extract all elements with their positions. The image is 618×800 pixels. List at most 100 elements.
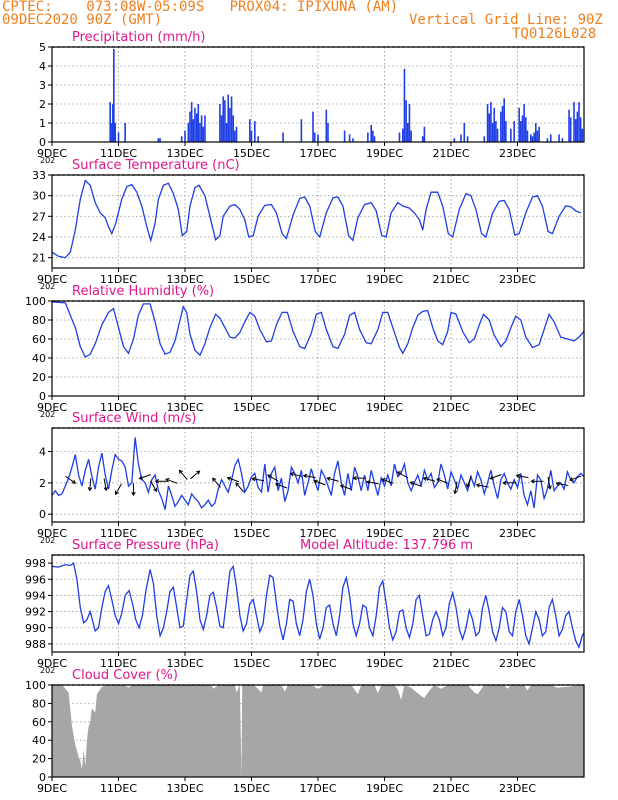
x-year-fragment: 202 [40,536,55,545]
precip-bar [423,126,426,142]
wind-arrow [275,483,288,489]
x-year-fragment: 202 [40,410,55,419]
x-tick-label: 19DEC [366,273,403,286]
x-tick-label: 15DEC [233,527,270,540]
series-line [51,561,585,649]
precip-bar [410,130,412,142]
wind-arrow [179,470,188,480]
x-tick-label: 17DEC [299,782,336,795]
precip-bar [579,117,582,142]
y-tick-label: 30 [32,190,46,203]
precip-bar [249,119,251,142]
precip-bar [501,105,504,142]
x-tick-label: 21DEC [432,273,469,286]
precip-bar [367,132,369,142]
wind-arrow-head [289,472,295,477]
wind-arrow-head [178,469,183,474]
precip-bar [531,136,534,142]
wind-arrow-head [381,478,386,483]
panel-annotation: Model Altitude: 137.796 m [300,538,473,553]
panel-frame [51,174,585,269]
y-tick-label: 4 [39,60,46,73]
wind-arrow [436,478,449,484]
x-tick-label: 15DEC [233,273,270,286]
precip-bar [549,134,552,142]
precip-bar [157,138,160,142]
y-tick-label: 80 [32,697,46,710]
precip-bar [111,123,113,142]
precip-bar [327,123,329,142]
precip-bar [372,130,374,142]
x-year-fragment: 202 [40,282,55,291]
x-tick-label: 9DEC [37,273,67,286]
y-tick-label: 80 [32,314,46,327]
precip-bar [405,100,407,142]
header-line2: 09DEC2020 90Z (GMT) [2,12,163,28]
x-tick-label: 19DEC [366,147,403,160]
x-tick-label: 23DEC [499,273,536,286]
precip-bar [229,107,231,142]
precip-bar [219,104,221,142]
x-tick-label: 13DEC [166,401,203,414]
wind-arrow-head [475,483,481,488]
y-tick-label: 0 [39,136,46,149]
wind-arrow-head [103,486,108,492]
wind-arrow [516,475,529,479]
x-tick-label: 23DEC [499,657,536,670]
precip-bar [483,136,486,142]
precip-bar [490,102,492,142]
wind-arrow [340,485,353,491]
y-tick-label: 990 [25,622,46,635]
wind-arrow-head [352,475,357,481]
wind-arrow [454,481,458,494]
y-tick-label: 0 [39,771,46,784]
precip-bar [533,132,535,142]
precip-bar [220,115,223,142]
precip-bar [200,115,203,142]
y-tick-label: 988 [25,638,46,651]
y-tick-label: 24 [32,231,46,244]
precip-bar [546,138,549,142]
wind-arrow-head [489,475,494,480]
wind-arrow [190,470,200,480]
x-tick-label: 23DEC [499,401,536,414]
x-tick-label: 17DEC [299,147,336,160]
y-tick-label: 100 [25,679,46,692]
precip-bar [573,102,575,142]
wind-arrow [235,482,245,493]
precip-bar [109,102,111,142]
precip-bar [578,102,580,142]
precip-bar [521,115,524,142]
wind-arrow-head [153,487,157,493]
panel-title: Surface Wind (m/s) [72,411,196,426]
precip-bar [505,121,507,142]
precip-bar [225,123,228,142]
wind-arrow [103,478,107,491]
precip-bar [113,48,115,142]
series-line [51,179,581,259]
precip-bar [184,130,186,142]
wind-arrow-head [569,477,574,482]
precip-bar [313,132,316,142]
wind-arrow-head [87,487,93,492]
wind-arrow [476,484,489,488]
precip-bar [352,138,354,142]
precip-bar [222,96,225,142]
precip-bar [112,104,114,142]
wind-arrow [303,475,316,479]
precip-bar [408,104,411,142]
y-tick-label: 21 [32,252,46,265]
precip-bar [227,94,230,142]
wind-arrow-head [267,474,272,479]
wind-arrow [382,478,394,484]
y-tick-label: 20 [32,753,46,766]
wind-arrow-head [154,479,159,484]
precip-bar [421,136,424,142]
wind-arrow-head [165,478,170,483]
x-tick-label: 11DEC [100,527,137,540]
precip-bar [124,123,126,142]
panel-title: Surface Temperature (nC) [72,158,240,173]
precip-bar [159,138,161,142]
x-tick-label: 21DEC [432,782,469,795]
y-tick-label: 992 [25,606,46,619]
